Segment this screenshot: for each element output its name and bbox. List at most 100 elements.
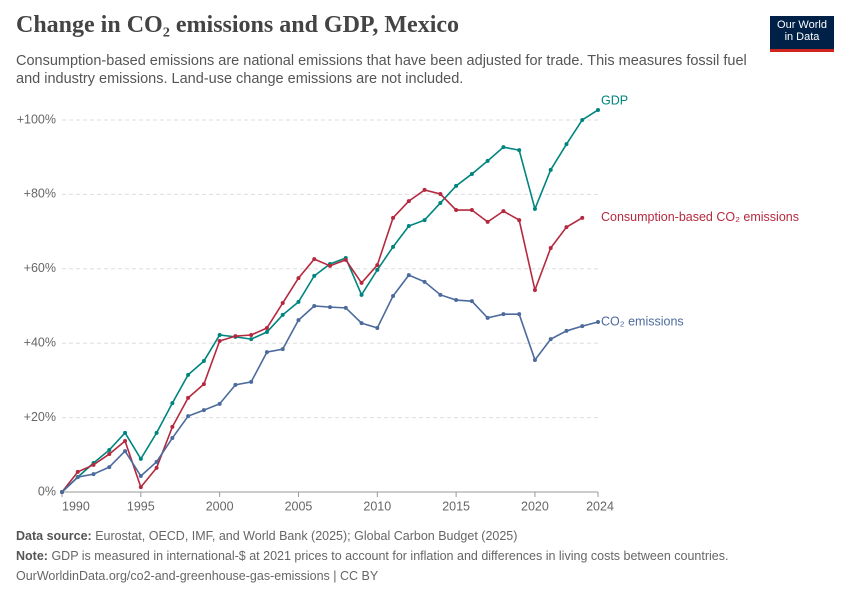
x-tick-label: 1990 bbox=[62, 499, 90, 513]
data-point bbox=[564, 142, 569, 147]
data-point bbox=[548, 337, 553, 342]
data-point bbox=[91, 462, 96, 467]
series-label: CO₂ emissions bbox=[601, 314, 684, 328]
data-point bbox=[438, 292, 443, 297]
data-point bbox=[391, 215, 396, 220]
data-point bbox=[580, 324, 585, 329]
data-point bbox=[91, 472, 96, 477]
data-point bbox=[312, 257, 317, 262]
data-point bbox=[296, 299, 301, 304]
series-label: GDP bbox=[601, 93, 628, 107]
data-point bbox=[422, 218, 427, 223]
data-point bbox=[154, 459, 159, 464]
note-text: GDP is measured in international-$ at 20… bbox=[51, 549, 729, 563]
note: Note: GDP is measured in international-$… bbox=[16, 549, 728, 563]
data-point bbox=[123, 430, 128, 435]
data-point bbox=[564, 225, 569, 230]
data-point bbox=[280, 347, 285, 352]
data-point bbox=[517, 312, 522, 317]
url[interactable]: OurWorldinData.org/co2-and-greenhouse-ga… bbox=[16, 569, 379, 583]
x-tick-label: 2015 bbox=[442, 499, 470, 513]
data-point bbox=[154, 430, 159, 435]
data-point bbox=[580, 118, 585, 122]
y-tick-label: +20% bbox=[24, 410, 56, 424]
data-point bbox=[359, 280, 364, 285]
data-point bbox=[517, 148, 522, 153]
x-tick-label: 2010 bbox=[363, 499, 391, 513]
data-point bbox=[469, 299, 474, 304]
data-point bbox=[548, 245, 553, 250]
x-tick-label: 2024 bbox=[586, 499, 614, 513]
data-point bbox=[123, 439, 128, 444]
data-point bbox=[343, 305, 348, 310]
data-point bbox=[406, 224, 411, 229]
data-point bbox=[485, 219, 490, 224]
data-point bbox=[107, 452, 112, 457]
data-point bbox=[485, 315, 490, 320]
data-point bbox=[328, 305, 332, 310]
data-point bbox=[501, 312, 506, 317]
y-tick-label: +100% bbox=[17, 112, 56, 126]
data-point bbox=[406, 199, 411, 204]
source-text: Eurostat, OECD, IMF, and World Bank (202… bbox=[95, 529, 518, 543]
y-tick-label: +60% bbox=[24, 261, 56, 275]
data-point bbox=[186, 395, 191, 400]
data-point bbox=[170, 424, 175, 429]
chart-title: Change in CO₂ emissions and GDP, Mexico bbox=[16, 12, 460, 38]
data-point bbox=[485, 158, 490, 163]
source-label: Data source: bbox=[16, 529, 92, 543]
data-point bbox=[249, 379, 254, 384]
x-tick-label: 1995 bbox=[127, 499, 155, 513]
source: Data source: Eurostat, OECD, IMF, and Wo… bbox=[16, 529, 517, 543]
data-point bbox=[264, 325, 269, 330]
data-point bbox=[249, 337, 254, 342]
data-point bbox=[501, 209, 506, 214]
x-tick-label: 2020 bbox=[521, 499, 549, 513]
data-point bbox=[201, 359, 206, 364]
data-point bbox=[107, 447, 112, 452]
data-point bbox=[359, 292, 364, 297]
data-point bbox=[438, 200, 443, 205]
data-point bbox=[469, 171, 474, 176]
data-point bbox=[312, 273, 317, 278]
y-tick-label: +40% bbox=[24, 335, 56, 349]
data-point bbox=[391, 244, 396, 249]
data-point bbox=[154, 465, 159, 470]
data-point bbox=[186, 414, 191, 419]
data-point bbox=[312, 304, 317, 308]
data-point bbox=[596, 107, 600, 112]
data-point bbox=[359, 321, 364, 326]
x-tick-label: 2000 bbox=[206, 499, 234, 513]
data-point bbox=[548, 167, 553, 172]
data-point bbox=[296, 318, 301, 323]
data-point bbox=[201, 382, 206, 387]
series-line bbox=[61, 189, 583, 493]
data-point bbox=[375, 263, 380, 268]
data-point bbox=[532, 206, 537, 211]
data-point bbox=[170, 401, 175, 406]
data-point bbox=[406, 273, 411, 278]
data-point bbox=[501, 145, 506, 150]
series-label: Consumption-based CO₂ emissions bbox=[601, 210, 799, 224]
data-point bbox=[138, 456, 143, 461]
logo-line: in Data bbox=[784, 31, 820, 43]
data-point bbox=[264, 350, 269, 355]
data-point bbox=[170, 436, 175, 441]
data-point bbox=[454, 208, 459, 213]
data-point bbox=[438, 192, 443, 197]
series-line bbox=[61, 109, 599, 493]
data-point bbox=[422, 279, 427, 284]
data-point bbox=[138, 474, 143, 479]
data-point bbox=[280, 312, 285, 317]
data-point bbox=[186, 372, 191, 377]
data-point bbox=[60, 490, 64, 494]
chart-subtitle: Consumption-based emissions are national… bbox=[16, 53, 747, 87]
data-point bbox=[201, 408, 206, 413]
data-point bbox=[280, 301, 285, 306]
logo[interactable]: Our World in Data bbox=[770, 16, 834, 52]
data-point bbox=[422, 187, 427, 192]
data-point bbox=[233, 334, 238, 339]
data-point bbox=[596, 319, 600, 324]
